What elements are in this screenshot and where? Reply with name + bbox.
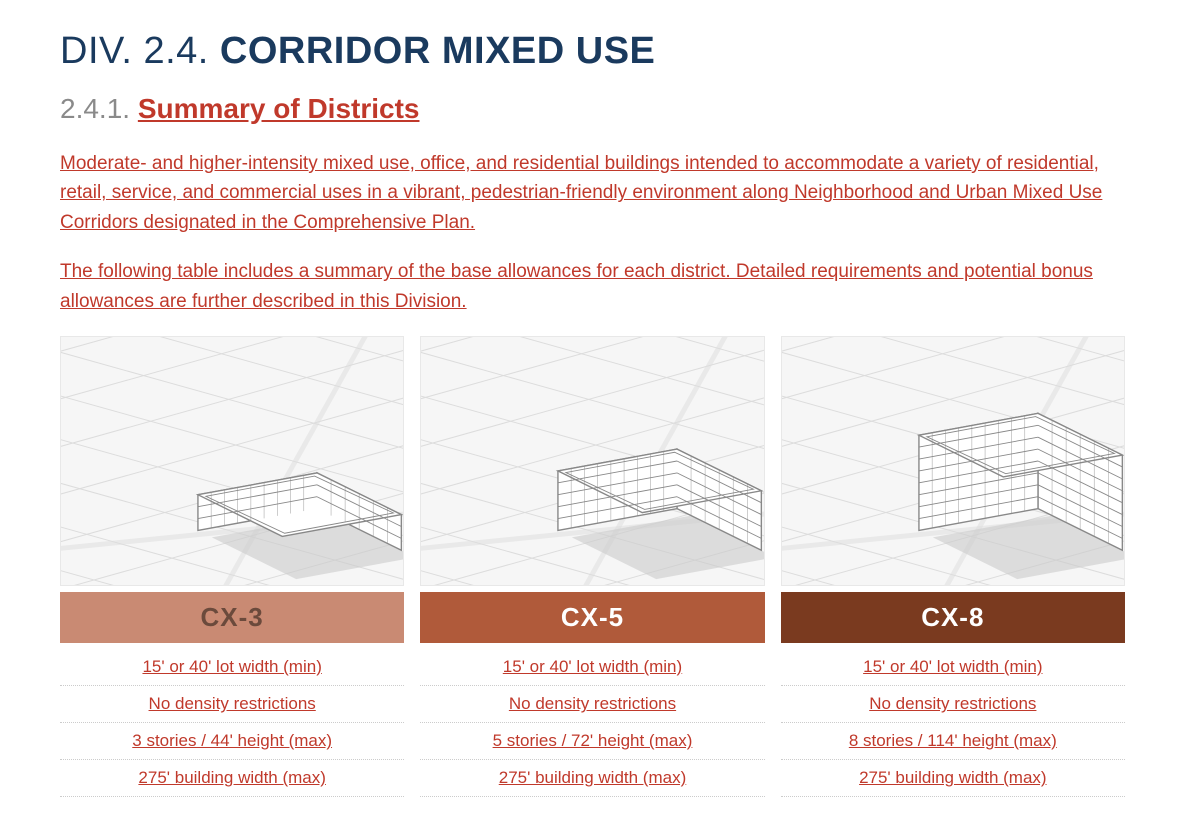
district-specs: 15' or 40' lot width (min)No density res… <box>420 649 764 797</box>
spec-row: No density restrictions <box>60 686 404 723</box>
spec-row: No density restrictions <box>420 686 764 723</box>
district-code-badge: CX-3 <box>60 592 404 643</box>
spec-row: 15' or 40' lot width (min) <box>420 649 764 686</box>
district-specs: 15' or 40' lot width (min)No density res… <box>60 649 404 797</box>
subtitle-number: 2.4.1. <box>60 93 138 124</box>
spec-row: 275' building width (max) <box>781 760 1125 797</box>
title-prefix: DIV. 2.4. <box>60 30 220 72</box>
section-subtitle: 2.4.1. Summary of Districts <box>60 93 1125 125</box>
page-title: DIV. 2.4. CORRIDOR MIXED USE <box>60 30 1125 73</box>
spec-row: 275' building width (max) <box>60 760 404 797</box>
spec-row: 3 stories / 44' height (max) <box>60 723 404 760</box>
subtitle-link[interactable]: Summary of Districts <box>138 93 420 124</box>
district-illustration <box>420 336 764 586</box>
spec-row: No density restrictions <box>781 686 1125 723</box>
intro-paragraph-1: Moderate- and higher-intensity mixed use… <box>60 149 1120 237</box>
district-card: CX-3 15' or 40' lot width (min)No density… <box>60 336 404 797</box>
district-card: CX-8 15' or 40' lot width (min)No density… <box>781 336 1125 797</box>
intro-paragraph-2: The following table includes a summary o… <box>60 257 1120 316</box>
district-illustration <box>781 336 1125 586</box>
spec-row: 15' or 40' lot width (min) <box>60 649 404 686</box>
district-illustration <box>60 336 404 586</box>
district-specs: 15' or 40' lot width (min)No density res… <box>781 649 1125 797</box>
districts-container: CX-315' or 40' lot width (min)No density… <box>60 336 1125 797</box>
spec-row: 8 stories / 114' height (max) <box>781 723 1125 760</box>
spec-row: 5 stories / 72' height (max) <box>420 723 764 760</box>
spec-row: 15' or 40' lot width (min) <box>781 649 1125 686</box>
district-code-badge: CX-5 <box>420 592 764 643</box>
district-card: CX-5 15' or 40' lot width (min)No density… <box>420 336 764 797</box>
district-code-badge: CX-8 <box>781 592 1125 643</box>
title-main: CORRIDOR MIXED USE <box>220 30 655 72</box>
spec-row: 275' building width (max) <box>420 760 764 797</box>
